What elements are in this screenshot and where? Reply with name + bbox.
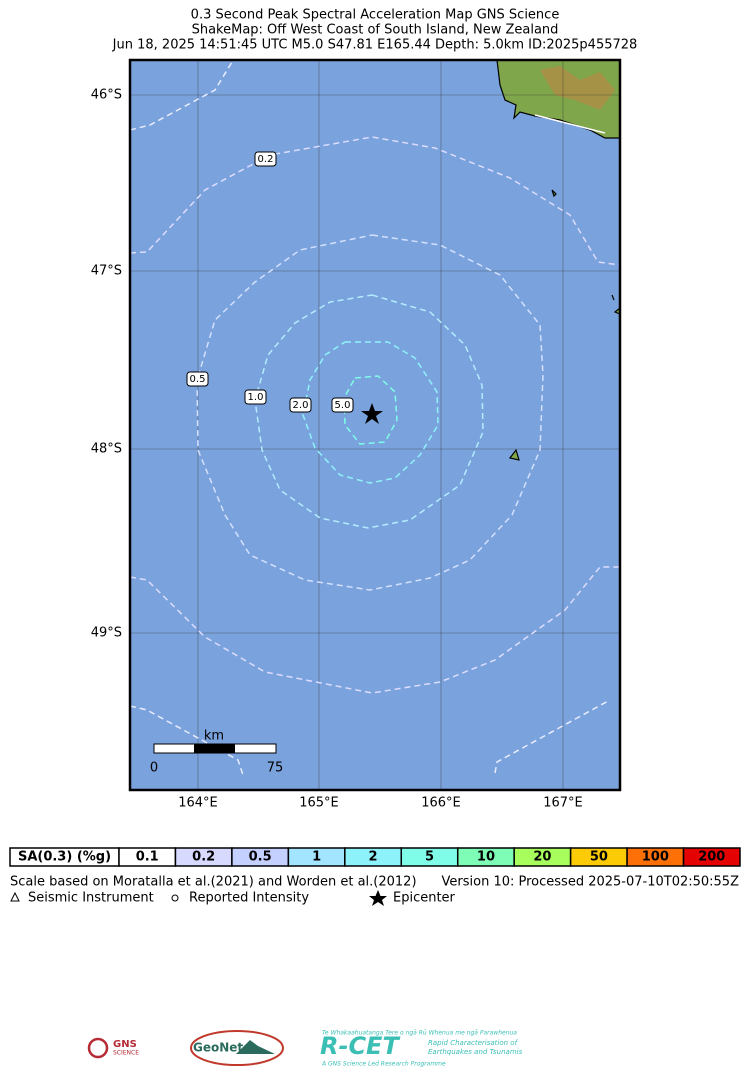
- legend-label: 2: [369, 850, 378, 865]
- epicenter: [361, 403, 383, 424]
- logo-text: GNS: [113, 1039, 137, 1050]
- legend-label: 0.2: [192, 850, 215, 865]
- legend-swatch: [682, 847, 741, 867]
- symbol-label: Seismic Instrument: [28, 891, 154, 906]
- lon-label: 164°E: [178, 796, 218, 811]
- scale-bar: km 0 75: [150, 729, 283, 776]
- islands: [508, 189, 621, 461]
- logo-text: SCIENCE: [113, 1050, 139, 1057]
- legend-label: 10: [477, 850, 495, 865]
- contour-labels: 0.2 0.5 1.0 2.0 5.0: [186, 151, 354, 413]
- symbol-label: Epicenter: [393, 891, 456, 906]
- legend-title: SA(0.3) (%g): [18, 850, 111, 865]
- contour-label: 5.0: [335, 400, 351, 411]
- lon-label: 167°E: [543, 796, 583, 811]
- logo-text: A GNS Science Led Research Programme: [321, 1061, 446, 1068]
- grid: [130, 60, 620, 790]
- legend-label: 50: [590, 850, 608, 865]
- map-frame: [128, 58, 622, 792]
- logos: GNS SCIENCE GeoNet Te Whakaahuatanga Ter…: [87, 1030, 523, 1068]
- title-line: Jun 18, 2025 14:51:45 UTC M5.0 S47.81 E1…: [112, 38, 638, 53]
- lat-label: 48°S: [91, 442, 122, 457]
- note: Version 10: Processed 2025-07-10T02:50:5…: [442, 875, 740, 890]
- legend-label: 0.1: [136, 850, 159, 865]
- note: Scale based on Moratalla et al.(2021) an…: [10, 875, 417, 890]
- contour-label: 1.0: [248, 392, 264, 403]
- fault: [534, 114, 606, 134]
- contours: [129, 61, 621, 776]
- legend-label: 5: [425, 850, 434, 865]
- logo-text: Rapid Characterisation of: [428, 1039, 519, 1047]
- epicenter-symbol: [369, 890, 387, 906]
- scale-label: 0: [150, 761, 158, 776]
- legend-label: 200: [698, 850, 725, 865]
- lat-label: 47°S: [91, 264, 122, 279]
- legend-label: 100: [642, 850, 669, 865]
- lon-label: 166°E: [421, 796, 461, 811]
- logo-text: Earthquakes and Tsunamis: [428, 1048, 523, 1056]
- map: 0.2 0.5 1.0 2.0 5.0 km 0 75: [128, 58, 622, 792]
- logo-text: R-CET: [320, 1032, 400, 1060]
- intensity-symbol: [171, 894, 179, 902]
- ocean: [130, 60, 620, 790]
- contour-label: 2.0: [293, 400, 309, 411]
- legend: SA(0.3) (%g) 0.1 0.2 0.5 1 2 5 10 20 50 100 200: [9, 847, 741, 867]
- mountains: [540, 66, 615, 110]
- title-line: 0.3 Second Peak Spectral Acceleration Ma…: [191, 8, 560, 23]
- logo-text: Te Whakaahuatanga Tere o ngā Rū Whenua m…: [322, 1030, 517, 1037]
- legend-label: 0.5: [249, 850, 272, 865]
- logo-text: GeoNet: [193, 1041, 243, 1055]
- lat-label: 46°S: [91, 88, 122, 103]
- title-line: ShakeMap: Off West Coast of South Island…: [192, 23, 559, 38]
- instrument-symbol: [10, 891, 20, 902]
- contour-label: 0.5: [190, 374, 206, 385]
- legend-label: 20: [533, 850, 551, 865]
- lon-label: 165°E: [299, 796, 339, 811]
- scale-label: 75: [267, 761, 284, 776]
- lat-label: 49°S: [91, 626, 122, 641]
- symbol-label: Reported Intensity: [189, 891, 309, 906]
- contour-label: 0.2: [258, 154, 274, 165]
- scale-unit: km: [204, 729, 224, 744]
- legend-label: 1: [312, 850, 321, 865]
